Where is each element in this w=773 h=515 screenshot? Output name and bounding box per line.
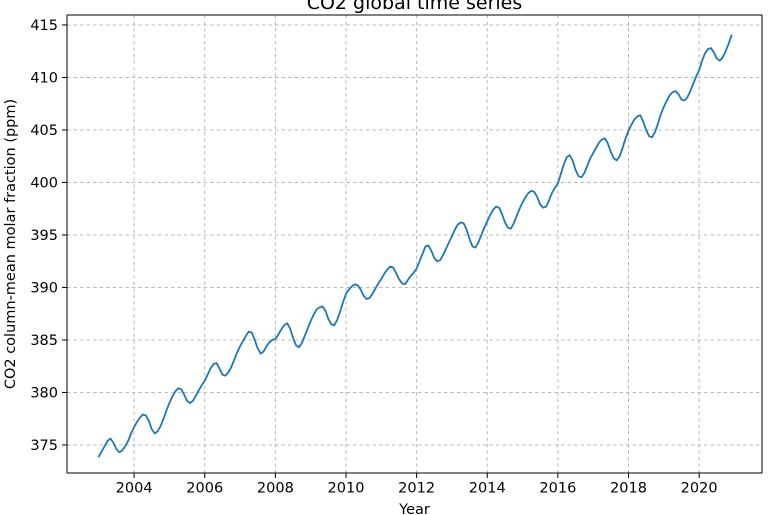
x-tick-label: 2014 bbox=[469, 481, 506, 497]
co2-series-line bbox=[97, 34, 733, 458]
x-tick-label: 2020 bbox=[681, 481, 718, 497]
y-tick-label: 390 bbox=[30, 280, 58, 296]
chart-title: CO2 global time series bbox=[306, 0, 523, 14]
x-tick-label: 2016 bbox=[539, 481, 576, 497]
y-tick-label: 410 bbox=[30, 70, 58, 86]
y-tick-label: 385 bbox=[30, 333, 58, 349]
plot-border bbox=[66, 14, 763, 474]
y-tick-label: 395 bbox=[30, 228, 58, 244]
tick-marks bbox=[62, 24, 700, 478]
x-tick-label: 2008 bbox=[257, 481, 294, 497]
y-tick-label: 380 bbox=[30, 385, 58, 401]
x-tick-label: 2006 bbox=[186, 481, 223, 497]
y-tick-label: 375 bbox=[30, 438, 58, 454]
y-tick-label: 405 bbox=[30, 123, 58, 139]
y-tick-label: 400 bbox=[30, 175, 58, 191]
x-tick-label: 2010 bbox=[328, 481, 365, 497]
gridlines bbox=[67, 15, 762, 473]
tick-labels: 2004 2006 2008 2010 2012 2014 2016 2018 2020 375 3… bbox=[30, 18, 717, 497]
x-axis-label: Year bbox=[399, 502, 430, 515]
y-axis-label: CO2 column-mean molar fraction (ppm) bbox=[3, 98, 19, 390]
x-tick-label: 2018 bbox=[610, 481, 647, 497]
y-tick-label: 415 bbox=[30, 18, 58, 34]
x-tick-label: 2004 bbox=[116, 481, 153, 497]
x-tick-label: 2012 bbox=[398, 481, 435, 497]
